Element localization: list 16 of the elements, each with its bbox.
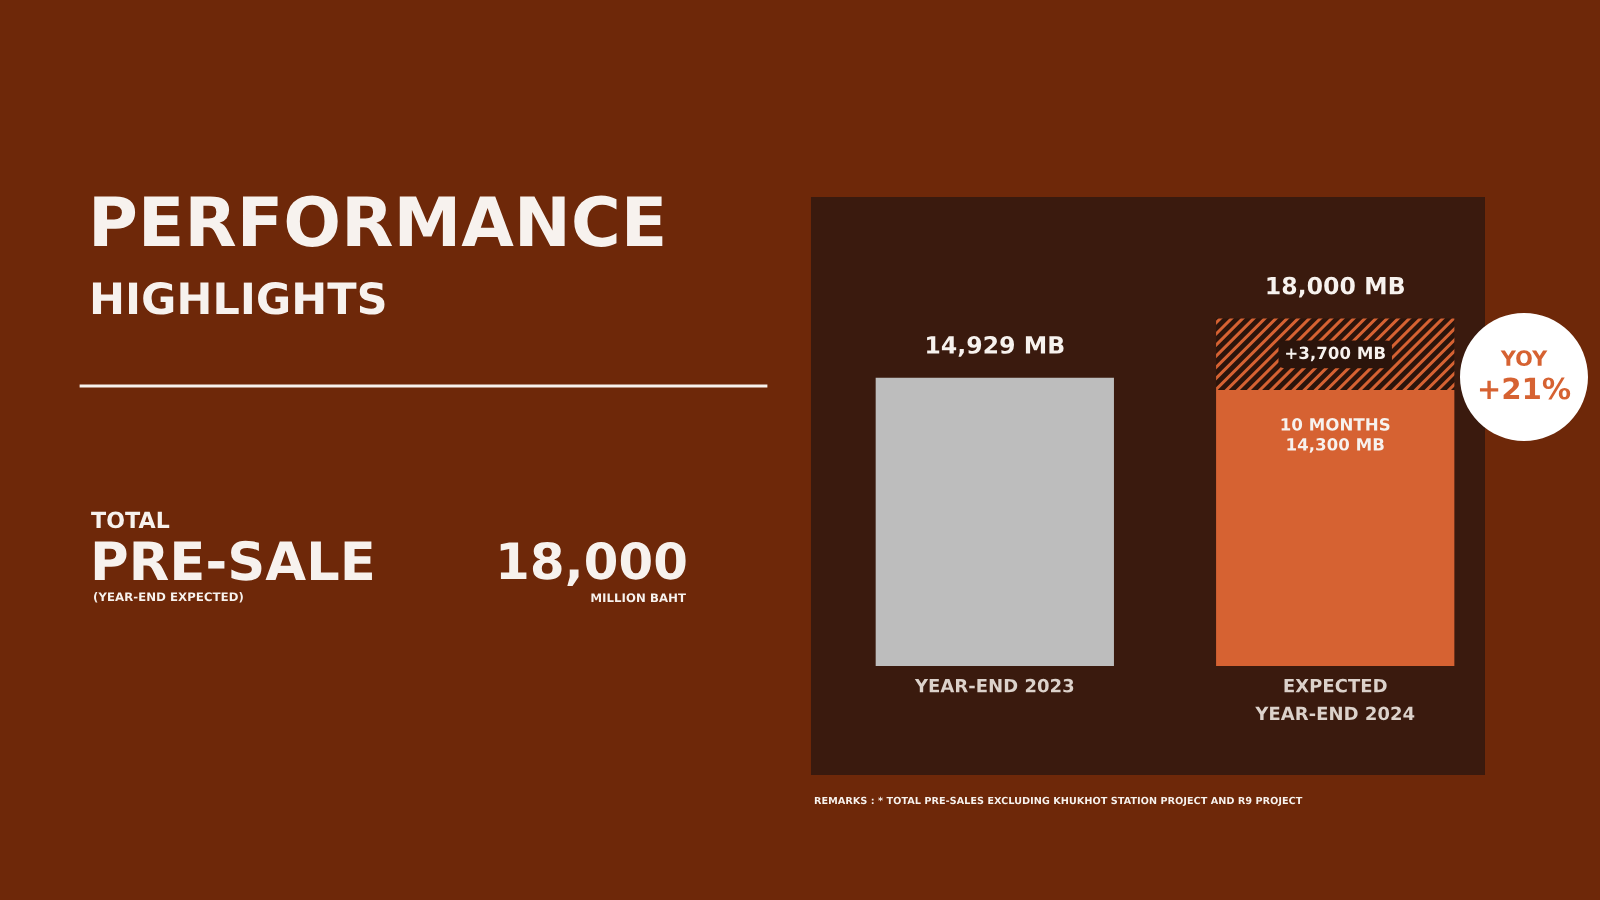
total-label: 18,000 MB <box>1267 276 1404 298</box>
text: TOTAL <box>91 511 170 529</box>
text: (YEAR-END EXPECTED) <box>94 592 243 603</box>
x-tick-label: EXPECTED YEAR-END 2024 <box>1255 678 1415 721</box>
total-label: 14,929 MB <box>927 335 1064 357</box>
text: MILLION BAHT <box>591 593 686 603</box>
annotation: +21% <box>1479 377 1571 400</box>
annotation: YOY <box>1500 350 1548 367</box>
text: REMARKS : * TOTAL PRE-SALES EXCLUDING KHUKHOT STATION PROJECT AND R9 PROJECT <box>814 796 1303 806</box>
text: 18,000 <box>500 541 686 587</box>
data-label: +3,700 MB <box>1286 346 1385 362</box>
text: PRE-SALE <box>94 540 372 581</box>
x-tick-label: YEAR-END 2023 <box>914 678 1074 693</box>
chart-title: PERFORMANCE <box>94 195 663 247</box>
data-label: 10 MONTHS 14,300 MB <box>1281 418 1390 453</box>
text: HIGHLIGHTS <box>92 282 385 315</box>
